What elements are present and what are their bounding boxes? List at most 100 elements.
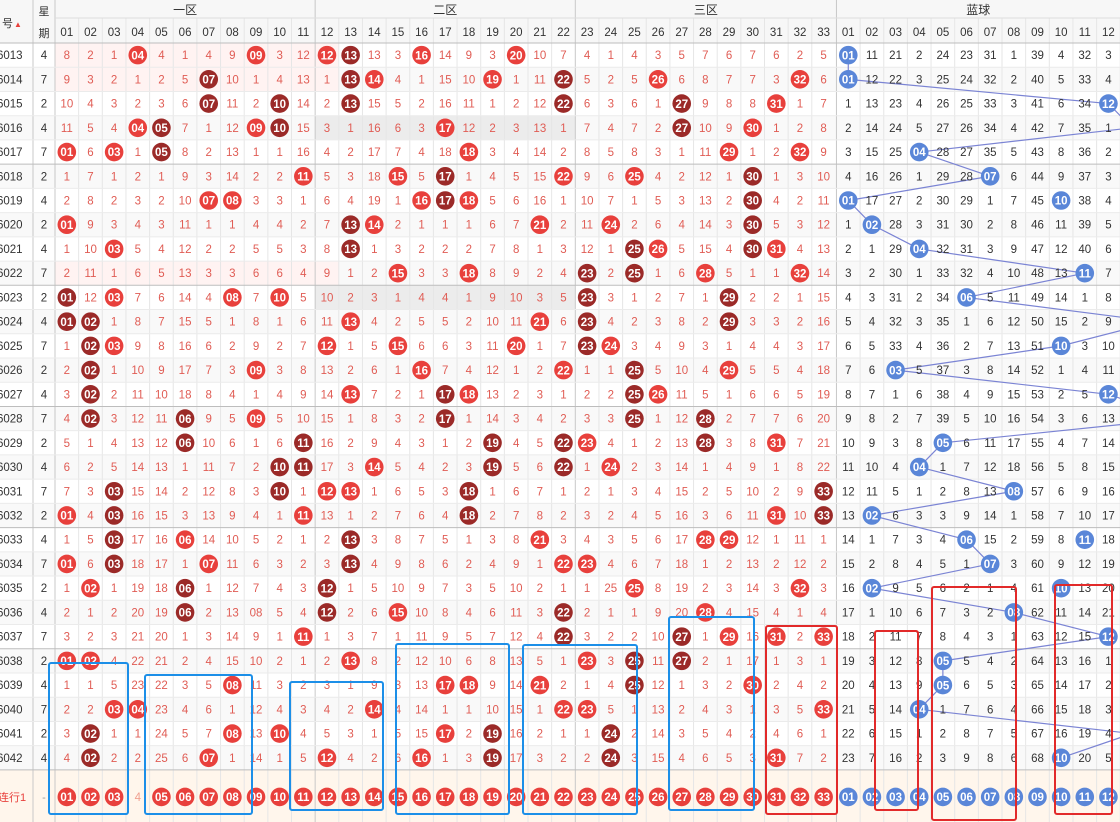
miss-count: 2 — [820, 680, 826, 692]
miss-count: 2 — [111, 389, 117, 401]
miss-count: 10 — [321, 292, 334, 304]
miss-count: 8 — [584, 147, 590, 159]
miss-count: 17 — [866, 195, 879, 207]
miss-count: 9 — [679, 341, 685, 353]
miss-count: 2 — [560, 414, 566, 426]
miss-count: 20 — [131, 607, 144, 619]
footer-blue-ball — [862, 787, 882, 807]
miss-count: 2 — [702, 656, 708, 668]
miss-count: 1 — [537, 341, 543, 353]
red-ball — [341, 554, 360, 574]
miss-count: 3 — [395, 50, 401, 62]
miss-count: 2 — [347, 607, 353, 619]
issue-number: 6032 — [0, 510, 23, 522]
miss-count: 9 — [513, 268, 519, 280]
ball-number: 17 — [439, 196, 452, 208]
red-ball — [577, 651, 597, 671]
footer-ball-number: 33 — [817, 792, 830, 804]
miss-count: 5 — [655, 195, 661, 207]
miss-count: 11 — [463, 99, 475, 111]
miss-count: 12 — [462, 123, 475, 135]
miss-count: 5 — [702, 389, 708, 401]
miss-count: 2 — [631, 317, 637, 329]
miss-count: 3 — [206, 268, 212, 280]
miss-count: 14 — [226, 632, 239, 644]
miss-count: 1 — [300, 486, 306, 498]
miss-count: 4 — [300, 607, 307, 619]
ball-number: 19 — [486, 729, 499, 741]
ball-number: 03 — [108, 559, 121, 571]
red-ball — [81, 336, 100, 356]
miss-count: 7 — [182, 123, 188, 135]
miss-count: 2 — [584, 389, 590, 401]
ball-number: 25 — [628, 583, 641, 595]
miss-count: 11 — [818, 195, 830, 207]
ball-number: 30 — [746, 220, 759, 232]
highlight-box — [395, 643, 510, 815]
red-ball — [81, 578, 100, 598]
red-ball — [483, 433, 502, 453]
miss-count: 8 — [679, 317, 685, 329]
miss-count: 7 — [560, 341, 566, 353]
weekday-value: 2 — [41, 656, 47, 668]
miss-count: 7 — [371, 632, 377, 644]
ball-number: 19 — [486, 462, 499, 474]
red-ball — [270, 288, 289, 307]
red-ball — [483, 748, 502, 768]
footer-ball-number: 05 — [936, 792, 949, 804]
miss-count: 6 — [253, 559, 259, 571]
footer-blue-ball — [980, 787, 1000, 807]
miss-count: 2 — [276, 341, 282, 353]
miss-count: 18 — [179, 389, 192, 401]
miss-count: 2 — [797, 632, 803, 644]
miss-count: 7 — [749, 414, 755, 426]
miss-count: 3 — [206, 632, 212, 644]
miss-count: 3 — [608, 414, 614, 426]
miss-count: 15 — [1055, 704, 1068, 716]
ball-number: 08 — [226, 196, 239, 208]
blue-trend-line — [1060, 330, 1120, 347]
miss-count: 44 — [1031, 171, 1044, 183]
miss-count: 4 — [916, 559, 923, 571]
footer-ball-number: 17 — [439, 792, 452, 804]
blue-ball — [1075, 263, 1095, 283]
miss-count: 19 — [368, 195, 381, 207]
miss-count: 2 — [347, 704, 353, 716]
miss-count: 2 — [87, 632, 93, 644]
ball-number: 13 — [344, 656, 357, 668]
miss-count: 33 — [936, 268, 949, 280]
miss-count: 1 — [773, 535, 779, 547]
column-header: 08 — [1007, 27, 1020, 39]
footer-blue-ball — [1004, 787, 1024, 807]
miss-count: 7 — [845, 365, 851, 377]
red-ball — [790, 142, 810, 162]
miss-count: 1 — [300, 656, 306, 668]
ball-number: 20 — [510, 341, 523, 353]
miss-count: 5 — [797, 704, 803, 716]
red-ball — [246, 360, 266, 380]
miss-count: 7 — [395, 510, 401, 522]
miss-count: 16 — [533, 195, 546, 207]
miss-count: 2 — [64, 268, 70, 280]
miss-count: 11 — [510, 607, 522, 619]
miss-count: 1 — [64, 535, 70, 547]
ball-number: 22 — [557, 705, 570, 717]
miss-count: 1 — [537, 559, 543, 571]
blue-ball — [1051, 578, 1071, 598]
miss-count: 9 — [916, 680, 922, 692]
miss-count: 3 — [64, 389, 70, 401]
miss-count: 9 — [64, 74, 70, 86]
miss-count: 11 — [890, 632, 902, 644]
miss-count: 15 — [1102, 462, 1115, 474]
red-ball — [743, 118, 762, 138]
footer-ball-number: 09 — [1031, 792, 1044, 804]
miss-count: 1 — [442, 438, 448, 450]
miss-count: 1 — [869, 244, 875, 256]
miss-count: 14 — [226, 171, 239, 183]
miss-count: 9 — [1058, 171, 1064, 183]
miss-count: 3 — [655, 50, 661, 62]
miss-count: 5 — [655, 510, 661, 522]
miss-count: 2 — [466, 317, 472, 329]
miss-count: 7 — [963, 462, 969, 474]
blue-trend-line — [919, 708, 1120, 733]
